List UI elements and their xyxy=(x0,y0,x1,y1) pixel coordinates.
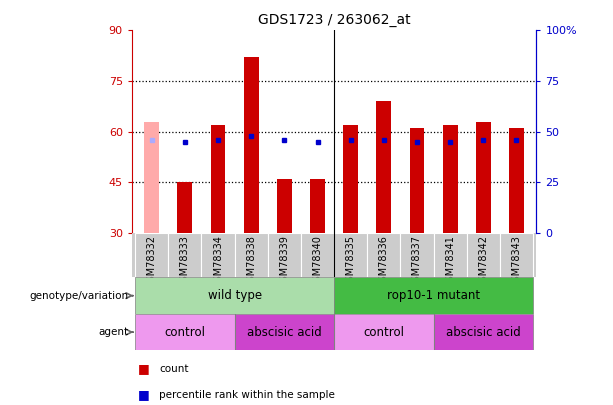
Bar xyxy=(301,233,334,277)
Bar xyxy=(177,182,192,233)
Text: control: control xyxy=(364,326,405,339)
Text: rop10-1 mutant: rop10-1 mutant xyxy=(387,289,480,302)
Bar xyxy=(334,314,433,350)
Text: GSM78341: GSM78341 xyxy=(445,235,455,288)
Bar xyxy=(244,58,259,233)
Bar xyxy=(367,233,400,277)
Text: wild type: wild type xyxy=(208,289,262,302)
Bar xyxy=(210,125,226,233)
Bar xyxy=(144,122,159,233)
Bar xyxy=(334,277,533,314)
Title: GDS1723 / 263062_at: GDS1723 / 263062_at xyxy=(258,13,410,27)
Text: ■: ■ xyxy=(138,388,150,401)
Bar xyxy=(169,233,202,277)
Text: control: control xyxy=(164,326,205,339)
Text: GSM78339: GSM78339 xyxy=(280,235,289,288)
Bar xyxy=(400,233,433,277)
Text: GSM78343: GSM78343 xyxy=(511,235,522,288)
Bar xyxy=(509,128,524,233)
Text: ■: ■ xyxy=(138,362,150,375)
Text: abscisic acid: abscisic acid xyxy=(446,326,520,339)
Text: genotype/variation: genotype/variation xyxy=(29,291,129,301)
Text: percentile rank within the sample: percentile rank within the sample xyxy=(159,390,335,400)
Text: GSM78332: GSM78332 xyxy=(147,235,157,288)
Text: abscisic acid: abscisic acid xyxy=(247,326,322,339)
Bar xyxy=(135,277,334,314)
Bar xyxy=(343,125,358,233)
Bar xyxy=(466,233,500,277)
Text: GSM78340: GSM78340 xyxy=(313,235,322,288)
Bar xyxy=(135,314,235,350)
Text: GSM78338: GSM78338 xyxy=(246,235,256,288)
Text: GSM78334: GSM78334 xyxy=(213,235,223,288)
Bar xyxy=(433,233,466,277)
Bar xyxy=(135,233,169,277)
Text: GSM78337: GSM78337 xyxy=(412,235,422,288)
Bar xyxy=(376,101,391,233)
Bar xyxy=(334,233,367,277)
Bar xyxy=(235,233,268,277)
Bar xyxy=(268,233,301,277)
Bar xyxy=(500,233,533,277)
Text: GSM78333: GSM78333 xyxy=(180,235,190,288)
Bar xyxy=(409,128,424,233)
Bar xyxy=(476,122,491,233)
Text: agent: agent xyxy=(99,327,129,337)
Bar xyxy=(433,314,533,350)
Bar xyxy=(235,314,334,350)
Text: GSM78336: GSM78336 xyxy=(379,235,389,288)
Bar xyxy=(443,125,458,233)
Text: count: count xyxy=(159,364,189,373)
Bar xyxy=(277,179,292,233)
Bar xyxy=(202,233,235,277)
Text: GSM78335: GSM78335 xyxy=(346,235,356,288)
Bar xyxy=(310,179,325,233)
Text: GSM78342: GSM78342 xyxy=(478,235,489,288)
